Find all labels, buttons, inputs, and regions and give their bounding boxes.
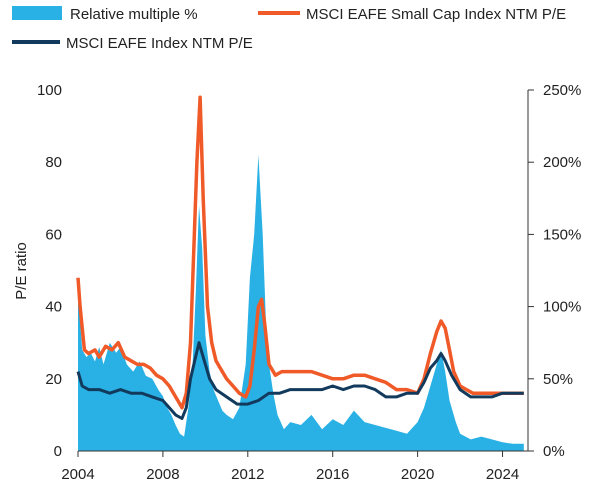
y-tick-label: 40 <box>45 299 62 316</box>
y-axis-title: P/E ratio <box>13 242 30 300</box>
y-axis-left-ticks: 0 20 40 60 80 100 <box>37 82 62 460</box>
x-tick-label: 2020 <box>401 466 434 483</box>
y2-tick-label: 200% <box>543 154 581 171</box>
y2-tick-label: 100% <box>543 299 581 316</box>
series-area-relative-multiple <box>78 155 524 451</box>
y2-tick-label: 50% <box>543 371 573 388</box>
legend-swatch-relative-multiple <box>12 6 62 20</box>
series-line-small-cap <box>78 97 524 408</box>
y2-tick-label: 250% <box>543 82 581 99</box>
legend-label-index: MSCI EAFE Index NTM P/E <box>66 35 253 52</box>
x-tick-label: 2024 <box>486 466 519 483</box>
x-tick-label: 2016 <box>316 466 349 483</box>
legend-label-relative-multiple: Relative multiple % <box>70 6 198 23</box>
y-tick-label: 80 <box>45 154 62 171</box>
y-tick-label: 0 <box>54 443 62 460</box>
y2-tick-label: 0% <box>543 443 565 460</box>
x-tick-label: 2004 <box>61 466 94 483</box>
legend-label-small-cap: MSCI EAFE Small Cap Index NTM P/E <box>306 6 566 23</box>
y-axis-right-ticks: 0% 50% 100% 150% 200% 250% <box>528 82 581 460</box>
x-axis-ticks: 2004 2008 2012 2016 2020 2024 <box>61 451 519 483</box>
y-tick-label: 60 <box>45 226 62 243</box>
y-tick-label: 20 <box>45 371 62 388</box>
y-tick-label: 100 <box>37 82 62 99</box>
x-tick-label: 2012 <box>231 466 264 483</box>
x-tick-label: 2008 <box>146 466 179 483</box>
y2-tick-label: 150% <box>543 226 581 243</box>
legend: Relative multiple % MSCI EAFE Small Cap … <box>12 6 566 52</box>
